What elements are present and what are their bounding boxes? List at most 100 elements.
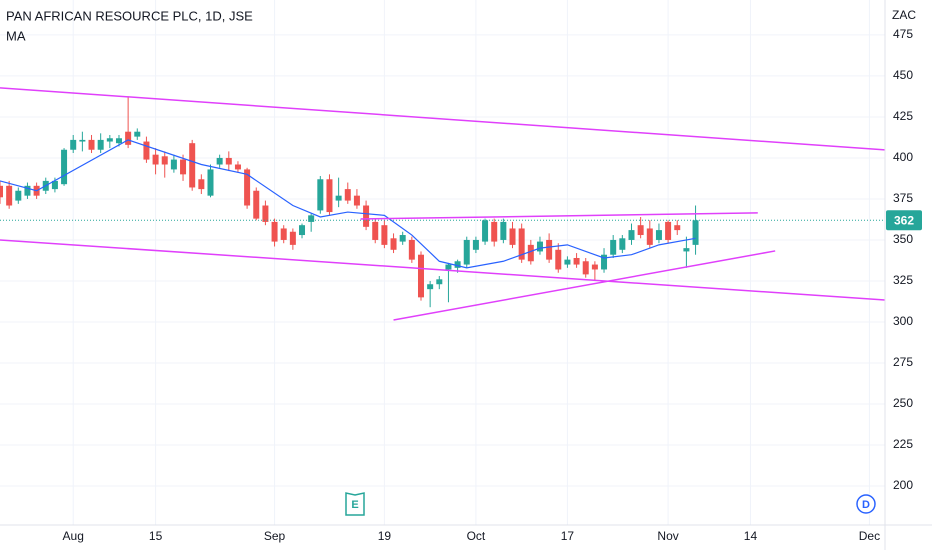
candle-body — [225, 157, 232, 165]
candle-body — [79, 139, 86, 142]
y-tick-label: 475 — [893, 27, 913, 41]
chart-title: PAN AFRICAN RESOURCE PLC, 1D, JSE — [6, 8, 253, 23]
candle-body — [15, 190, 22, 201]
last-price-box — [886, 210, 922, 231]
candle-body — [289, 231, 296, 245]
x-tick-label: Nov — [657, 529, 678, 543]
candle-body — [564, 259, 571, 265]
last-price-label: 362 — [894, 213, 914, 227]
candle-body — [271, 221, 278, 242]
y-tick-label: 350 — [893, 232, 913, 246]
candle-body — [390, 238, 397, 250]
candle-body — [363, 205, 370, 227]
y-tick-label: 450 — [893, 68, 913, 82]
candle-body — [591, 264, 598, 270]
candle-body — [482, 220, 489, 242]
candle-body — [417, 254, 424, 298]
candle-body — [189, 143, 196, 188]
candle-body — [335, 195, 342, 201]
candle-body — [527, 244, 534, 262]
candle-body — [51, 180, 58, 190]
candle-body — [655, 230, 662, 240]
candle-body — [555, 249, 562, 270]
candle-body — [628, 230, 635, 240]
y-tick-label: 375 — [893, 191, 913, 205]
y-tick-label: 400 — [893, 150, 913, 164]
currency-label: ZAC — [892, 8, 916, 22]
candle-body — [619, 238, 626, 250]
candle-body — [463, 239, 470, 265]
y-tick-label: 275 — [893, 355, 913, 369]
x-tick-label: 17 — [561, 529, 575, 543]
x-tick-label: Oct — [467, 529, 486, 543]
y-tick-label: 325 — [893, 273, 913, 287]
candle-body — [372, 221, 379, 240]
candle-body — [610, 239, 617, 255]
candle-body — [445, 264, 452, 270]
dividend-event[interactable]: D — [856, 494, 876, 514]
earnings-event[interactable]: E — [345, 492, 365, 516]
candle-body — [161, 156, 168, 165]
candle-body — [0, 185, 3, 198]
candle-body — [280, 228, 287, 240]
candle-body — [180, 159, 187, 175]
candle-body — [61, 149, 68, 185]
candle-body — [637, 225, 644, 236]
x-tick-label: 19 — [378, 529, 392, 543]
trend-line — [0, 87, 886, 151]
candle-body — [399, 235, 406, 242]
y-tick-label: 225 — [893, 437, 913, 451]
candle-body — [234, 164, 241, 170]
ma-line — [0, 139, 696, 269]
candle-body — [152, 154, 159, 165]
candle-body — [665, 221, 672, 240]
candle-body — [207, 169, 214, 196]
y-tick-label: 425 — [893, 109, 913, 123]
candle-body — [381, 225, 388, 245]
candle-body — [326, 179, 333, 213]
candle-body — [170, 159, 177, 170]
trend-line — [393, 250, 776, 321]
plot — [0, 87, 886, 321]
indicator-label: MA — [6, 28, 26, 43]
candle-body — [518, 228, 525, 260]
candle-body — [509, 228, 516, 245]
trend-line — [0, 239, 886, 301]
candle-body — [24, 185, 31, 196]
candle-body — [344, 189, 351, 201]
candle-body — [546, 239, 553, 260]
candle-body — [216, 157, 223, 165]
candle-body — [106, 138, 113, 142]
x-tick-label: 14 — [744, 529, 758, 543]
candle-body — [262, 205, 269, 222]
candle-body — [646, 228, 653, 245]
x-tick-label: Dec — [859, 529, 880, 543]
candle-body — [573, 257, 580, 265]
candle-body — [692, 220, 699, 245]
candle-body — [143, 141, 150, 160]
candle-body — [582, 261, 589, 275]
y-tick-label: 200 — [893, 478, 913, 492]
candle-body — [198, 179, 205, 190]
y-tick-label: 300 — [893, 314, 913, 328]
candle-body — [6, 185, 13, 206]
candle-body — [454, 261, 461, 268]
candle-body — [472, 239, 479, 250]
x-tick-label: Sep — [264, 529, 286, 543]
dividend-icon: D — [862, 499, 870, 511]
candle-body — [353, 195, 360, 206]
candle-body — [253, 190, 260, 219]
candle-body — [427, 284, 434, 290]
candle-body — [536, 241, 543, 252]
candle-body — [88, 139, 95, 150]
candle-body — [115, 138, 122, 144]
candle-body — [436, 279, 443, 285]
candle-body — [70, 139, 77, 150]
candle-body — [408, 239, 415, 260]
candle-body — [601, 254, 608, 270]
candle-body — [317, 179, 324, 211]
candle-body — [674, 225, 681, 231]
x-tick-label: 15 — [149, 529, 163, 543]
candle-body — [491, 221, 498, 242]
